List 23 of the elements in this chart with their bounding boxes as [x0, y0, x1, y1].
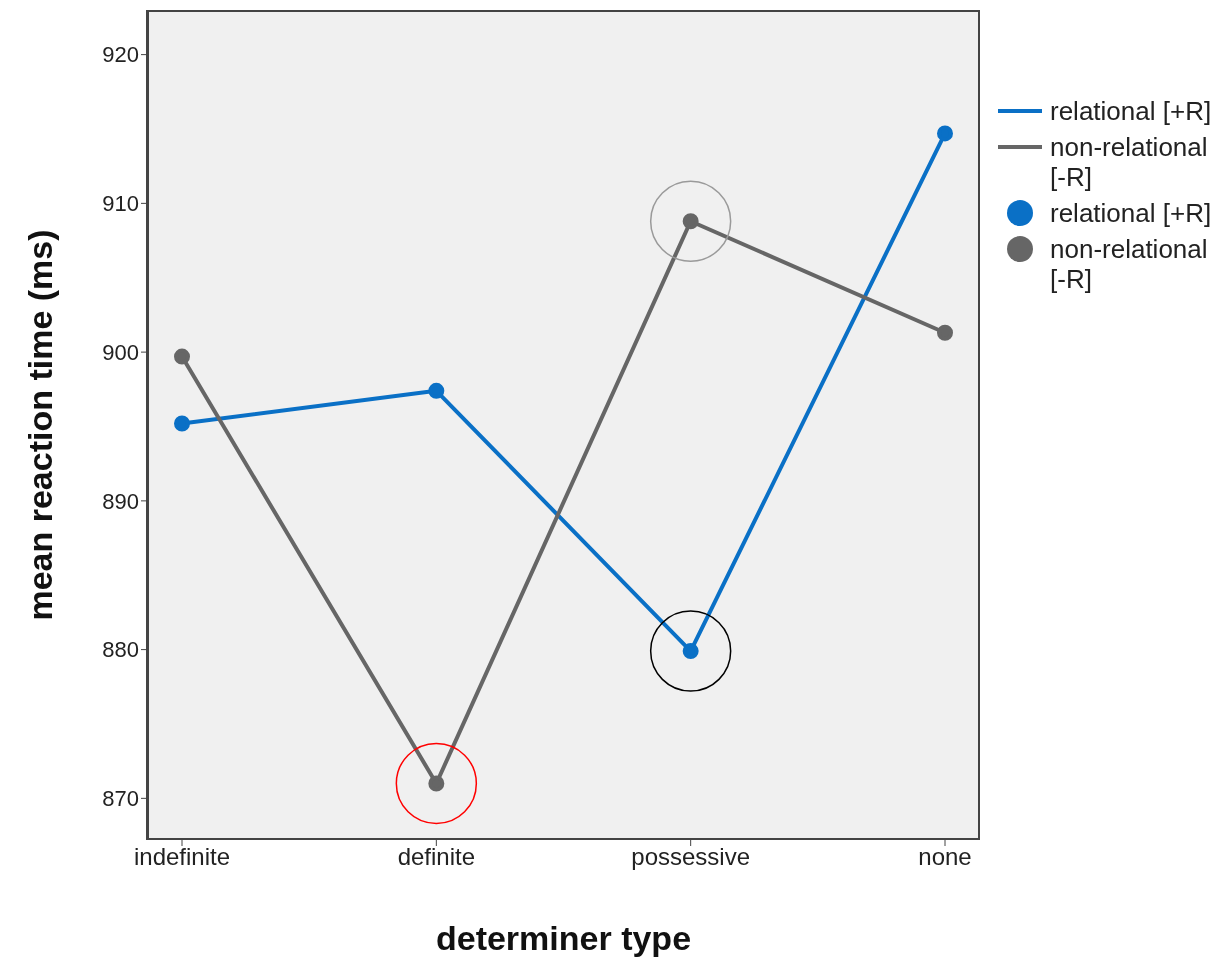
text: relational [+R]: [1050, 96, 1212, 126]
y-tick-label: 890: [102, 488, 139, 514]
point: [682, 643, 699, 660]
point: [937, 125, 953, 142]
y-tick-label: 920: [102, 42, 139, 68]
point: [174, 348, 190, 365]
y-axis-title: mean reaction time (ms): [21, 229, 60, 621]
y-tick-label: 880: [102, 637, 139, 663]
point: [937, 324, 953, 341]
x-tick-label: possessive: [631, 843, 751, 871]
x-tick-label: none: [918, 843, 972, 871]
y-tick-label: 900: [102, 339, 139, 365]
point: [174, 415, 190, 432]
x-tick-label: indefinite: [133, 843, 231, 871]
x-axis-title: determiner type: [435, 919, 692, 957]
legend-label: non-relational [-R]: [1050, 234, 1209, 294]
x-tick-label: definite: [397, 843, 476, 871]
y-tick-label: 910: [102, 191, 139, 217]
legend-label: relational [+R]: [1050, 198, 1213, 228]
y-tick-label: 870: [102, 786, 139, 812]
point: [428, 382, 445, 399]
point: [428, 775, 445, 792]
point: [682, 213, 699, 230]
